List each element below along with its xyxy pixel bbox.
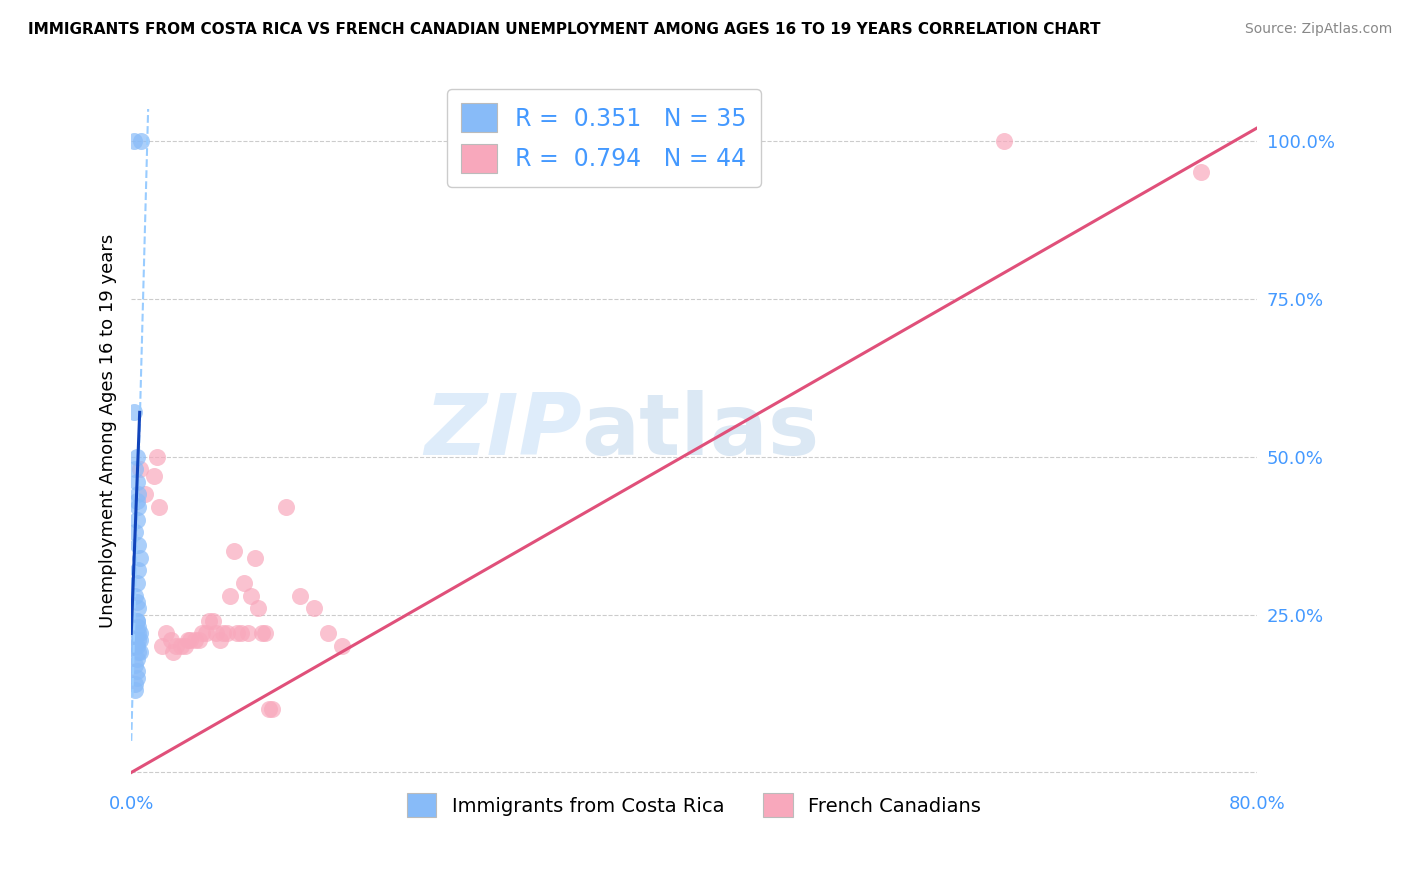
Point bbox=[1189, 165, 1212, 179]
Point bbox=[183, 632, 205, 647]
Point bbox=[127, 487, 149, 501]
Point bbox=[218, 589, 240, 603]
Point bbox=[145, 450, 167, 464]
Point bbox=[246, 601, 269, 615]
Point bbox=[125, 614, 148, 628]
Point bbox=[124, 677, 146, 691]
Point bbox=[232, 576, 254, 591]
Point bbox=[127, 601, 149, 615]
Point bbox=[122, 405, 145, 419]
Point bbox=[125, 493, 148, 508]
Point bbox=[125, 475, 148, 489]
Point bbox=[125, 671, 148, 685]
Point bbox=[125, 576, 148, 591]
Text: Source: ZipAtlas.com: Source: ZipAtlas.com bbox=[1244, 22, 1392, 37]
Point bbox=[201, 614, 224, 628]
Point bbox=[330, 639, 353, 653]
Point bbox=[150, 639, 173, 653]
Point bbox=[236, 626, 259, 640]
Point bbox=[124, 525, 146, 540]
Point bbox=[134, 487, 156, 501]
Point bbox=[125, 595, 148, 609]
Text: atlas: atlas bbox=[582, 390, 820, 473]
Point bbox=[169, 639, 191, 653]
Point bbox=[204, 626, 226, 640]
Point bbox=[127, 563, 149, 577]
Point bbox=[253, 626, 276, 640]
Point bbox=[125, 450, 148, 464]
Point bbox=[302, 601, 325, 615]
Point bbox=[222, 544, 245, 558]
Point bbox=[211, 626, 233, 640]
Y-axis label: Unemployment Among Ages 16 to 19 years: Unemployment Among Ages 16 to 19 years bbox=[100, 235, 117, 628]
Point bbox=[124, 462, 146, 476]
Point bbox=[128, 462, 150, 476]
Point bbox=[176, 632, 198, 647]
Point bbox=[215, 626, 238, 640]
Point bbox=[194, 626, 217, 640]
Text: IMMIGRANTS FROM COSTA RICA VS FRENCH CANADIAN UNEMPLOYMENT AMONG AGES 16 TO 19 Y: IMMIGRANTS FROM COSTA RICA VS FRENCH CAN… bbox=[28, 22, 1101, 37]
Point bbox=[165, 639, 187, 653]
Point bbox=[274, 500, 297, 515]
Point bbox=[243, 550, 266, 565]
Point bbox=[128, 550, 150, 565]
Point bbox=[127, 620, 149, 634]
Point bbox=[127, 645, 149, 659]
Point bbox=[993, 134, 1015, 148]
Point bbox=[316, 626, 339, 640]
Point bbox=[173, 639, 195, 653]
Point bbox=[124, 658, 146, 673]
Point bbox=[162, 645, 184, 659]
Point bbox=[127, 500, 149, 515]
Point bbox=[142, 468, 165, 483]
Point bbox=[127, 626, 149, 640]
Legend: Immigrants from Costa Rica, French Canadians: Immigrants from Costa Rica, French Canad… bbox=[399, 786, 988, 825]
Point bbox=[179, 632, 201, 647]
Point bbox=[159, 632, 181, 647]
Point bbox=[225, 626, 247, 640]
Point bbox=[127, 538, 149, 552]
Point bbox=[128, 645, 150, 659]
Point bbox=[124, 589, 146, 603]
Point bbox=[250, 626, 273, 640]
Point bbox=[187, 632, 209, 647]
Point bbox=[125, 614, 148, 628]
Text: ZIP: ZIP bbox=[425, 390, 582, 473]
Point bbox=[125, 513, 148, 527]
Point bbox=[260, 702, 283, 716]
Point bbox=[125, 639, 148, 653]
Point bbox=[125, 665, 148, 679]
Point bbox=[197, 614, 219, 628]
Point bbox=[229, 626, 252, 640]
Point bbox=[124, 639, 146, 653]
Point bbox=[148, 500, 170, 515]
Point bbox=[127, 632, 149, 647]
Point bbox=[257, 702, 280, 716]
Point bbox=[129, 134, 152, 148]
Point bbox=[208, 632, 231, 647]
Point bbox=[155, 626, 177, 640]
Point bbox=[125, 652, 148, 666]
Point bbox=[239, 589, 262, 603]
Point bbox=[288, 589, 311, 603]
Point bbox=[128, 632, 150, 647]
Point bbox=[190, 626, 212, 640]
Point bbox=[124, 683, 146, 698]
Point bbox=[122, 134, 145, 148]
Point bbox=[128, 626, 150, 640]
